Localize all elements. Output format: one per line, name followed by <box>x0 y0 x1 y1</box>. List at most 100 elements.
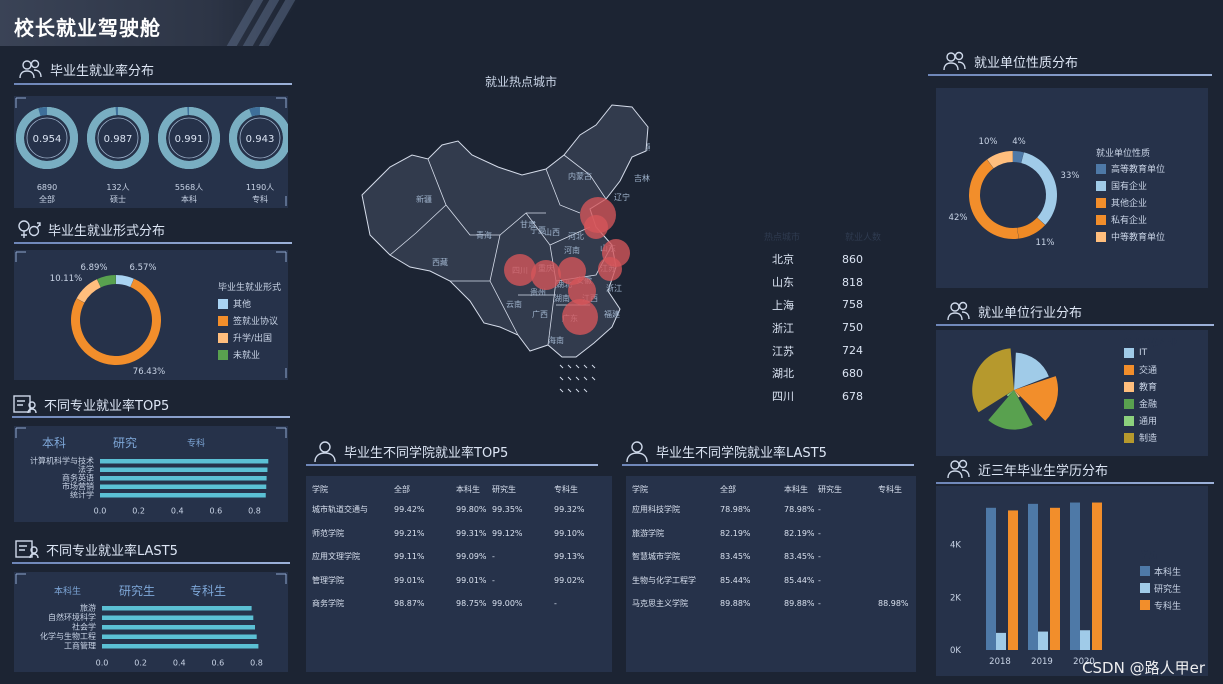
col-header: 研究生 <box>818 484 842 494</box>
table-cell: 85.44% <box>784 575 815 585</box>
legend-swatch <box>1124 398 1134 409</box>
x-tick-label: 0.2 <box>134 659 147 668</box>
tab-graduate[interactable]: 研究 <box>113 436 138 450</box>
form-legend-label: 升学/出国 <box>233 334 273 344</box>
col-header: 学院 <box>312 484 328 494</box>
donut-slice <box>76 279 101 303</box>
form-dist-underline <box>14 242 292 244</box>
form-legend-item: 未就业 <box>218 346 281 363</box>
province-label: 内蒙古 <box>568 171 592 181</box>
nature-legend-label: 高等教育单位 <box>1111 165 1166 175</box>
tab-college[interactable]: 专科 <box>187 439 206 449</box>
table-row[interactable]: 师范学院 99.21% 99.31% 99.12% 99.10% <box>312 522 602 546</box>
form-legend-label: 未就业 <box>233 351 261 361</box>
unit-industry-label: 就业单位行业分布 <box>978 305 1083 321</box>
table-cell: - <box>492 552 495 562</box>
table-cell: 99.80% <box>456 505 487 515</box>
city-bubble <box>531 260 561 290</box>
col-header: 研究生 <box>492 484 516 494</box>
slice-label: 11% <box>1036 238 1055 248</box>
city-row: 湖北 680 <box>772 362 912 385</box>
province-label: 广西 <box>532 309 548 319</box>
unit-nature-label: 就业单位性质分布 <box>974 55 1079 71</box>
form-legend-item: 升学/出国 <box>218 329 281 346</box>
user-icon <box>314 441 336 462</box>
college-top5-underline <box>306 464 598 466</box>
unit-industry-rose <box>972 348 1058 430</box>
unit-industry-panel: 就业单位行业 IT 交通 教育 金融 通用 制造 <box>936 330 1208 456</box>
province-label: 宁夏 <box>530 225 546 235</box>
china-map[interactable]: 黑龙江吉林辽宁内蒙古新疆青海西藏甘肃宁夏山西河北河南山东四川重庆湖北安徽江苏贵州… <box>350 95 650 415</box>
industry-legend-title: 就业单位行业 <box>1124 339 1179 349</box>
major-last5-title: 不同专业就业率LAST5 <box>14 538 178 560</box>
city-table-header-count: 就业人数 <box>845 233 882 243</box>
table-row[interactable]: 城市轨道交通与 99.42% 99.80% 99.35% 99.32% <box>312 498 602 522</box>
table-row[interactable]: 生物与化学工程学 85.44% 85.44% - <box>632 569 912 593</box>
college-top5-table: 学院 全部 本科生 研究生 专科生 城市轨道交通与 99.42% 99.80% 99.… <box>312 480 602 616</box>
degree-panel: 4K 2K 0K 2018 2019 2020 学历 本科生 研究生 专科生 <box>936 486 1208 676</box>
table-row[interactable]: 应用科技学院 78.98% 78.98% - <box>632 498 912 522</box>
bar-category-label: 工商管理 <box>64 641 96 651</box>
tab-graduate[interactable]: 研究生 <box>119 584 156 598</box>
table-cell: 85.44% <box>720 575 751 585</box>
table-row[interactable]: 马克思主义学院 89.88% 89.88% -88.98% <box>632 592 912 616</box>
y-tick-label: 2K <box>950 593 961 603</box>
corner-bracket <box>276 573 287 584</box>
unit-industry-underline <box>936 324 1214 326</box>
major-top5-title: 不同专业就业率TOP5 <box>12 393 169 415</box>
table-row[interactable]: 应用文理学院 99.11% 99.09% - 99.13% <box>312 545 602 569</box>
table-cell <box>878 569 912 593</box>
rate-dist-underline <box>14 83 292 85</box>
unit-industry-title: 就业单位行业分布 <box>946 300 1082 322</box>
bar <box>1070 502 1080 650</box>
rate-dist-title: 毕业生就业率分布 <box>18 58 154 80</box>
ring-inner-line <box>26 117 68 159</box>
city-name: 浙江 <box>772 321 794 335</box>
title-bar <box>0 0 300 46</box>
table-cell <box>878 545 912 569</box>
table-row[interactable]: 商务学院 98.87% 98.75% 99.00% - <box>312 592 602 616</box>
table-cell: 智慧城市学院 <box>632 552 680 562</box>
form-legend-item: 其他 <box>218 295 281 312</box>
legend-swatch <box>1124 364 1134 375</box>
nature-legend-item: 中等教育单位 <box>1096 228 1165 245</box>
x-tick-label: 0.4 <box>173 659 186 668</box>
table-cell: 管理学院 <box>312 575 344 585</box>
table-row[interactable]: 旅游学院 82.19% 82.19% - <box>632 522 912 546</box>
industry-legend-item: 交通 <box>1124 361 1157 378</box>
tab-undergrad[interactable]: 本科 <box>42 436 67 450</box>
bar <box>1008 510 1018 650</box>
table-cell: 应用文理学院 <box>312 552 360 562</box>
degree-title: 近三年毕业生学历分布 <box>946 458 1108 480</box>
bar-category-label: 市场营销 <box>62 481 94 491</box>
city-name: 四川 <box>772 390 794 404</box>
x-tick-label: 0.6 <box>210 507 223 516</box>
city-count: 758 <box>842 298 863 312</box>
table-cell: 99.01% <box>456 575 487 585</box>
province-label: 黑龙江 <box>646 142 650 152</box>
province-label: 青海 <box>476 230 492 240</box>
table-cell: 88.98% <box>878 599 909 609</box>
city-row: 山东 818 <box>772 271 912 294</box>
col-header: 专科生 <box>878 484 902 494</box>
college-last5-panel: 学院 全部 本科生 研究生 专科生 应用科技学院 78.98% 78.98% - 旅游学… <box>626 476 916 672</box>
nature-legend-item: 其他企业 <box>1096 194 1165 211</box>
bar <box>100 467 268 472</box>
users-icon <box>947 301 970 321</box>
table-row[interactable]: 管理学院 99.01% 99.01% -99.02% <box>312 569 602 593</box>
corner-bracket <box>276 251 287 262</box>
rose-sector <box>1014 390 1020 398</box>
table-cell: 99.13% <box>554 552 585 562</box>
bar <box>1080 630 1090 650</box>
table-row[interactable]: 智慧城市学院 83.45% 83.45% - <box>632 545 912 569</box>
unit-nature-donut: 4% 33% 11% 42% 10% <box>949 137 1080 248</box>
city-name: 湖北 <box>772 367 794 381</box>
corner-bracket <box>15 573 26 584</box>
slice-label: 10.11% <box>50 274 82 284</box>
tab-college[interactable]: 专科生 <box>190 584 227 598</box>
city-row: 上海 758 <box>772 294 912 317</box>
bar-category-label: 自然环境科学 <box>48 612 96 622</box>
tab-undergrad[interactable]: 本科生 <box>54 587 82 597</box>
